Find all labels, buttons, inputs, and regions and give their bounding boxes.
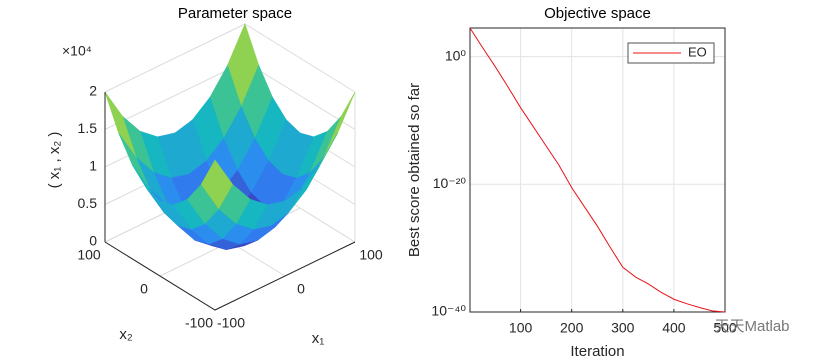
x-tick-label: 400 xyxy=(662,320,686,336)
title: Parameter space xyxy=(178,5,292,22)
z-tick-label: 0 xyxy=(89,233,97,249)
legend-label: EO xyxy=(688,44,707,59)
x-label: Iteration xyxy=(570,343,624,360)
x-tick-label: 300 xyxy=(611,320,635,336)
line-plot: Objective space 100 200 300 400 500 10⁻⁴⁰ 10⁻²⁰… xyxy=(406,5,737,360)
x-tick-label: 500 xyxy=(713,320,737,336)
title: Objective space xyxy=(544,5,651,22)
y-tick-label: 10⁻⁴⁰ xyxy=(431,303,466,319)
x-tick-label: 200 xyxy=(560,320,584,336)
z-tick-label: 0.5 xyxy=(78,195,98,211)
y-tick-label: 10⁻²⁰ xyxy=(433,175,467,191)
x1-tick-label: -100 xyxy=(217,315,245,331)
z-tick-label: 2 xyxy=(89,83,97,99)
z-label: ( x₁ , x₂ ) xyxy=(46,132,63,189)
z-multiplier: ×10⁴ xyxy=(62,43,92,59)
y-tick-label: 10⁰ xyxy=(445,47,467,63)
line-series xyxy=(469,27,726,313)
surface-plot: Parameter space00.511.52-1000100-1000100… xyxy=(46,5,383,347)
y-label: Best score obtained so far xyxy=(406,83,423,257)
watermark: 天天Matlab xyxy=(714,318,789,335)
x1-tick-label: 100 xyxy=(359,247,383,263)
x1-label: x₁ xyxy=(312,330,325,347)
x-tick-label: 100 xyxy=(509,320,533,336)
x2-label: x₂ xyxy=(119,326,133,343)
x1-tick-label: 0 xyxy=(297,281,305,297)
z-tick-label: 1.5 xyxy=(78,120,98,136)
x2-tick-label: 0 xyxy=(140,281,148,297)
z-tick-label: 1 xyxy=(89,158,97,174)
x2-tick-label: 100 xyxy=(77,247,101,263)
axis-line xyxy=(104,241,356,311)
plot-box xyxy=(469,27,726,313)
surface-patch xyxy=(200,159,233,210)
x2-tick-label: -100 xyxy=(185,315,213,331)
